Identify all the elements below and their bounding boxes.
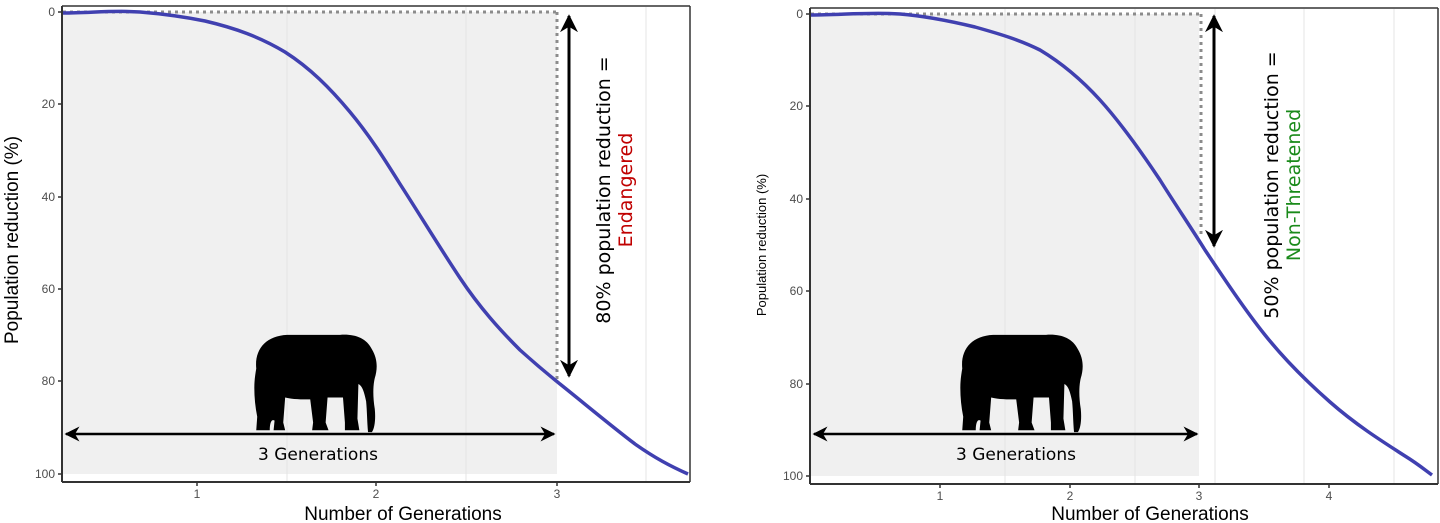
left-generations-label: 3 Generations bbox=[258, 445, 378, 465]
right-chart: 0 20 40 60 80 100 1 2 3 4 Population red… bbox=[754, 7, 1439, 523]
right-grid bbox=[1004, 9, 1395, 483]
left-grid bbox=[286, 7, 647, 481]
left-reduction-text: 80% population reduction = bbox=[593, 56, 615, 323]
left-y-tick-0: 0 bbox=[48, 5, 55, 19]
left-y-tick-100: 100 bbox=[35, 467, 55, 481]
left-y-tick-40: 40 bbox=[42, 190, 56, 204]
right-y-tick-80: 80 bbox=[790, 377, 804, 391]
left-threshold-dotted-lines bbox=[63, 10, 559, 381]
right-x-axis-title: Number of Generations bbox=[1051, 504, 1249, 523]
left-curve bbox=[62, 9, 689, 476]
left-x-axis-title: Number of Generations bbox=[304, 504, 502, 523]
right-reduction-text: 50% population reduction = bbox=[1261, 51, 1283, 318]
right-y-tick-40: 40 bbox=[790, 192, 804, 206]
right-curve bbox=[810, 11, 1434, 477]
right-x-tick-3: 3 bbox=[1196, 489, 1203, 503]
right-status-non-threatened: Non-Threatened bbox=[1283, 109, 1305, 261]
left-y-axis-title: Population reduction (%) bbox=[2, 136, 23, 344]
left-y-tick-60: 60 bbox=[42, 282, 56, 296]
left-x-tick-2: 2 bbox=[373, 487, 380, 501]
right-x-tick-2: 2 bbox=[1067, 489, 1074, 503]
right-x-tick-4: 4 bbox=[1326, 489, 1333, 503]
left-y-tick-80: 80 bbox=[42, 374, 56, 388]
left-status-endangered: Endangered bbox=[615, 133, 637, 248]
right-y-axis-title: Population reduction (%) bbox=[754, 174, 769, 316]
right-y-tick-20: 20 bbox=[790, 99, 804, 113]
right-y-tick-100: 100 bbox=[783, 469, 803, 483]
left-y-tick-20: 20 bbox=[42, 97, 56, 111]
left-shaded-region bbox=[63, 12, 557, 474]
left-x-tick-3: 3 bbox=[554, 487, 561, 501]
right-y-tick-60: 60 bbox=[790, 284, 804, 298]
right-x-tick-1: 1 bbox=[937, 489, 944, 503]
left-x-tick-1: 1 bbox=[194, 487, 201, 501]
left-chart: 0 20 40 60 80 100 1 2 3 Population reduc… bbox=[2, 5, 691, 523]
right-generations-label: 3 Generations bbox=[956, 445, 1076, 465]
right-y-tick-0: 0 bbox=[796, 7, 803, 21]
